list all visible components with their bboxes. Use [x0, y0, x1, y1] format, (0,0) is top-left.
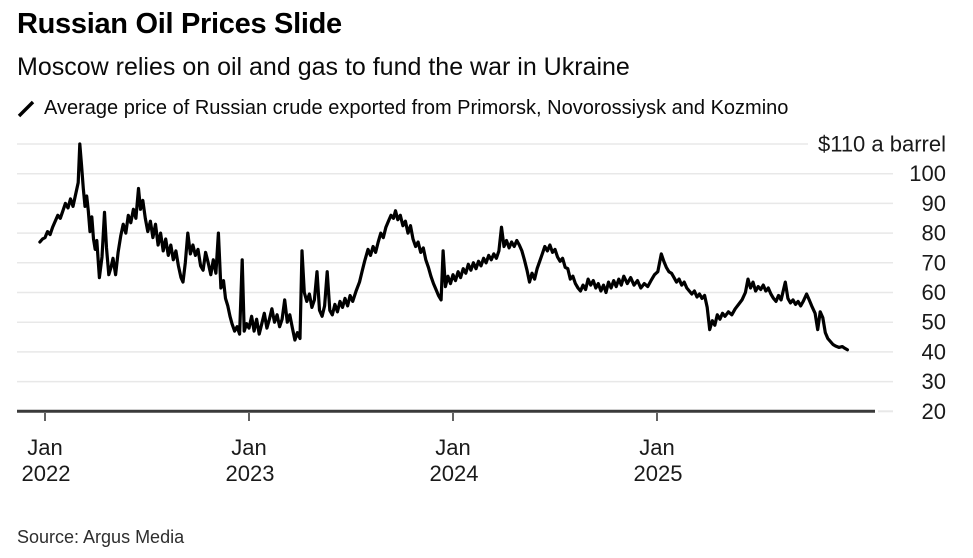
legend-label: Average price of Russian crude exported …	[44, 97, 789, 119]
x-axis-label-month: Jan	[639, 435, 674, 460]
y-axis-label: $110 a barrel	[818, 132, 946, 157]
source-note: Source: Argus Media	[17, 527, 185, 547]
y-axis-label: 50	[922, 310, 946, 335]
chart-subtitle: Moscow relies on oil and gas to fund the…	[17, 53, 630, 81]
x-axis-label-month: Jan	[231, 435, 266, 460]
y-axis-label: 90	[922, 191, 946, 216]
y-axis-label: 70	[922, 250, 946, 275]
y-axis-label: 40	[922, 339, 946, 364]
x-axis-label-month: Jan	[27, 435, 62, 460]
x-axis-label-year: 2025	[634, 461, 683, 486]
y-axis-label: 30	[922, 369, 946, 394]
y-axis-label: 60	[922, 280, 946, 305]
x-axis-label-year: 2023	[226, 461, 275, 486]
chart-title: Russian Oil Prices Slide	[17, 8, 342, 40]
line-series-marker-icon	[17, 100, 35, 117]
legend: Average price of Russian crude exported …	[17, 97, 788, 120]
y-axis-label: 20	[922, 399, 946, 424]
y-axis-label: 100	[909, 161, 946, 186]
x-axis-label-month: Jan	[435, 435, 470, 460]
y-axis-label: 80	[922, 221, 946, 246]
x-axis-label-year: 2022	[22, 461, 71, 486]
x-axis-label-year: 2024	[430, 461, 479, 486]
price-line	[38, 142, 849, 352]
